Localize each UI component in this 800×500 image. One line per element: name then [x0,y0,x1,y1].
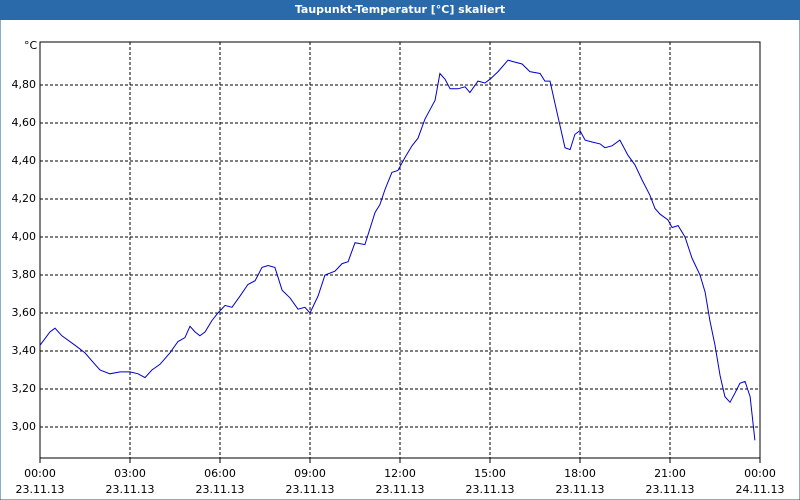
x-tick-date: 23.11.13 [106,483,155,496]
x-tick-date: 23.11.13 [16,483,65,496]
title-bar [0,0,800,20]
x-tick-label: 15:00 [474,467,506,480]
y-tick-label: 4,20 [12,192,37,205]
y-tick-label: 4,60 [12,116,37,129]
x-tick-label: 09:00 [294,467,326,480]
y-tick-label: 3,80 [12,268,37,281]
x-tick-date: 23.11.13 [466,483,515,496]
x-tick-label: 12:00 [384,467,416,480]
x-tick-label: 00:00 [744,467,776,480]
y-unit: °C [24,39,38,52]
y-tick-label: 3,60 [12,306,37,319]
x-tick-date: 23.11.13 [286,483,335,496]
x-tick-label: 06:00 [204,467,236,480]
x-tick-date: 23.11.13 [556,483,605,496]
y-tick-label: 4,40 [12,154,37,167]
x-tick-label: 03:00 [114,467,146,480]
y-tick-label: 3,00 [12,420,37,433]
y-tick-label: 4,00 [12,230,37,243]
x-tick-label: 21:00 [654,467,686,480]
y-tick-label: 3,20 [12,382,37,395]
chart-title: Taupunkt-Temperatur [°C] skaliert [295,3,505,16]
x-tick-date: 23.11.13 [646,483,695,496]
line-series [39,59,756,441]
x-tick-date: 23.11.13 [196,483,245,496]
x-tick-label: 18:00 [564,467,596,480]
x-tick-label: 00:00 [24,467,56,480]
x-tick-date: 23.11.13 [376,483,425,496]
x-tick-date: 24.11.13 [736,483,785,496]
y-tick-label: 3,40 [12,344,37,357]
y-tick-label: 4,80 [12,78,37,91]
